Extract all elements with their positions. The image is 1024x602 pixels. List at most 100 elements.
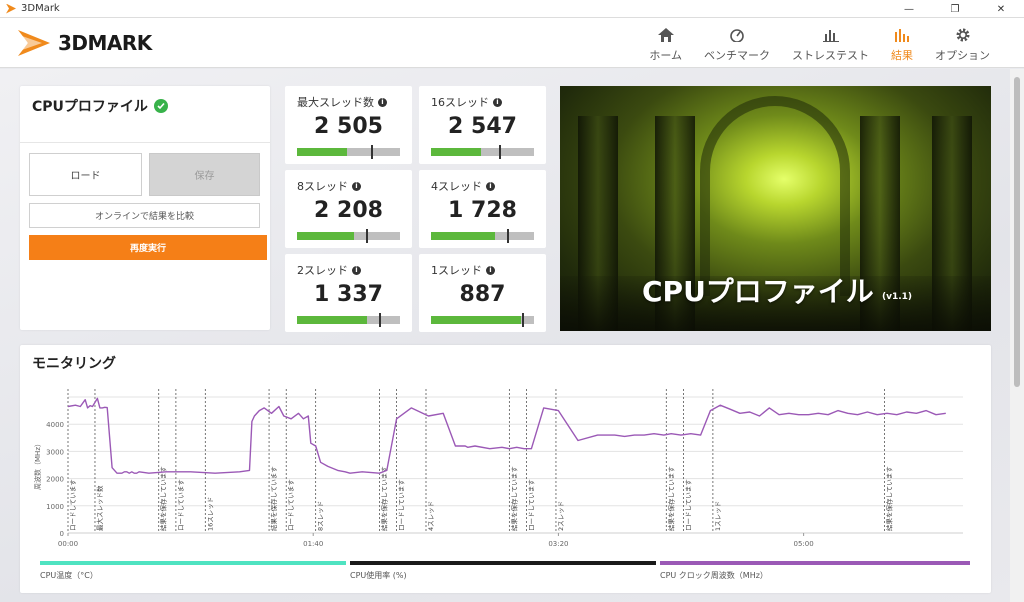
phase-label: ロードしています (398, 479, 406, 531)
3dmark-wing-icon (18, 30, 50, 56)
vertical-scrollbar[interactable] (1010, 69, 1024, 602)
score-tile-label: 16スレッド i (431, 94, 502, 110)
score-bar-fill (297, 316, 368, 324)
score-value: 2 547 (448, 114, 517, 139)
score-value: 1 728 (448, 198, 517, 223)
phase-label: 結果を保存しています (269, 466, 278, 531)
score-bar-marker (498, 145, 501, 159)
nav-stress-test-label: ストレステスト (792, 48, 869, 62)
load-button[interactable]: ロード (29, 153, 142, 196)
legend-label: CPU使用率 (%) (350, 571, 407, 580)
legend-label: CPU温度（°C） (40, 571, 98, 580)
info-icon[interactable]: i (352, 181, 361, 191)
compare-online-button[interactable]: オンラインで結果を比較 (29, 203, 260, 228)
close-button[interactable]: ✕ (996, 3, 1006, 15)
score-tile-2-threads: 2スレッド i 1 337 (285, 254, 412, 332)
score-value: 2 208 (314, 198, 383, 223)
nav-options-label: オプション (935, 48, 990, 62)
score-bar-marker (379, 313, 382, 327)
phase-label: 結果を保存しています (509, 466, 518, 531)
legend-label: CPU クロック周波数（MHz） (660, 571, 768, 580)
maximize-button[interactable]: ❐ (950, 3, 960, 15)
score-tile-max-threads: 最大スレッド数 i 2 505 (285, 86, 412, 164)
check-circle-icon (153, 99, 168, 113)
stress-chart-icon (822, 26, 839, 44)
info-icon[interactable]: i (493, 97, 502, 107)
info-icon[interactable]: i (378, 97, 387, 107)
score-value: 2 505 (314, 114, 383, 139)
legend-swatch (350, 561, 656, 565)
score-tile-1-thread: 1スレッド i 887 (419, 254, 546, 332)
gear-icon (955, 26, 971, 44)
phase-label: ロードしています (528, 479, 536, 531)
profile-title-text: CPUプロファイル (32, 99, 148, 115)
score-bar-marker (371, 145, 374, 159)
window-title-bar: 3DMark — ❐ ✕ (0, 0, 1024, 18)
score-bar (297, 229, 400, 243)
score-tile-label: 8スレッド i (297, 178, 361, 194)
profile-title: CPUプロファイル (32, 96, 168, 116)
score-bar-fill (297, 148, 348, 156)
monitoring-panel: モニタリング 0 1000 2000 3000 4000 周波数（MHz） 00:00 01:… (20, 345, 991, 593)
legend-swatch (660, 561, 970, 565)
info-icon[interactable]: i (486, 181, 495, 191)
score-bar-fill (431, 316, 521, 324)
score-bar (431, 229, 534, 243)
app-header: 3DMARK ホーム ベンチマーク ストレステスト 結果 (0, 18, 1024, 68)
phase-label: 結果を保存しています (379, 466, 388, 531)
3dmark-logo[interactable]: 3DMARK (16, 24, 152, 62)
nav-stress-test[interactable]: ストレステスト (792, 22, 869, 66)
legend-cpu-clock[interactable]: CPU クロック周波数（MHz） (660, 561, 970, 583)
score-tile-label: 最大スレッド数 i (297, 94, 387, 110)
score-label-text: 4スレッド (431, 180, 482, 193)
nav-home[interactable]: ホーム (649, 22, 682, 66)
minimize-button[interactable]: — (904, 3, 914, 15)
x-tick-label: 03:20 (548, 540, 568, 548)
info-icon[interactable]: i (352, 265, 361, 275)
phase-label: ロードしています (69, 479, 77, 531)
monitoring-title: モニタリング (32, 356, 116, 372)
scrollbar-thumb[interactable] (1014, 77, 1020, 387)
y-tick-label: 3000 (46, 448, 64, 456)
nav-benchmark[interactable]: ベンチマーク (704, 22, 770, 66)
frequency-chart: 0 1000 2000 3000 4000 周波数（MHz） 00:00 01:40 03:20… (33, 389, 963, 548)
hero-title: CPUプロファイル (642, 275, 874, 308)
gauge-icon (729, 26, 745, 44)
window-title: 3DMark (21, 3, 60, 14)
clock-frequency-line (67, 397, 946, 474)
divider (20, 142, 270, 143)
score-bar-fill (431, 148, 482, 156)
phase-label: ロードしています (287, 479, 295, 531)
phase-label: 2スレッド (557, 501, 565, 531)
y-tick-label: 1000 (46, 503, 64, 511)
save-button[interactable]: 保存 (149, 153, 260, 196)
score-tile-4-threads: 4スレッド i 1 728 (419, 170, 546, 248)
phase-label: 16スレッド (206, 497, 214, 531)
score-bar (297, 145, 400, 159)
bar-chart-icon (894, 26, 910, 44)
score-tile-16-threads: 16スレッド i 2 547 (419, 86, 546, 164)
app-icon (6, 3, 16, 14)
nav-results-label: 結果 (891, 48, 913, 62)
phase-label: 結果を保存しています (159, 466, 168, 531)
phase-label: ロードしています (684, 479, 692, 531)
score-tile-label: 2スレッド i (297, 262, 361, 278)
info-icon[interactable]: i (486, 265, 495, 275)
legend-cpu-temp[interactable]: CPU温度（°C） (40, 561, 346, 583)
x-tick-label: 05:00 (794, 540, 814, 548)
nav-options[interactable]: オプション (935, 22, 990, 66)
score-label-text: 最大スレッド数 (297, 96, 374, 109)
score-label-text: 2スレッド (297, 264, 348, 277)
phase-label: 結果を保存しています (885, 466, 894, 531)
y-axis-label: 周波数（MHz） (33, 440, 42, 490)
score-label-text: 8スレッド (297, 180, 348, 193)
score-tile-8-threads: 8スレッド i 2 208 (285, 170, 412, 248)
nav-benchmark-label: ベンチマーク (704, 48, 770, 62)
phase-label: 4スレッド (427, 501, 435, 531)
hero-floor (560, 276, 991, 331)
legend-cpu-usage[interactable]: CPU使用率 (%) (350, 561, 656, 583)
legend-swatch (40, 561, 346, 565)
rerun-button[interactable]: 再度実行 (29, 235, 267, 260)
nav-results[interactable]: 結果 (891, 22, 913, 66)
score-bar (297, 313, 400, 327)
